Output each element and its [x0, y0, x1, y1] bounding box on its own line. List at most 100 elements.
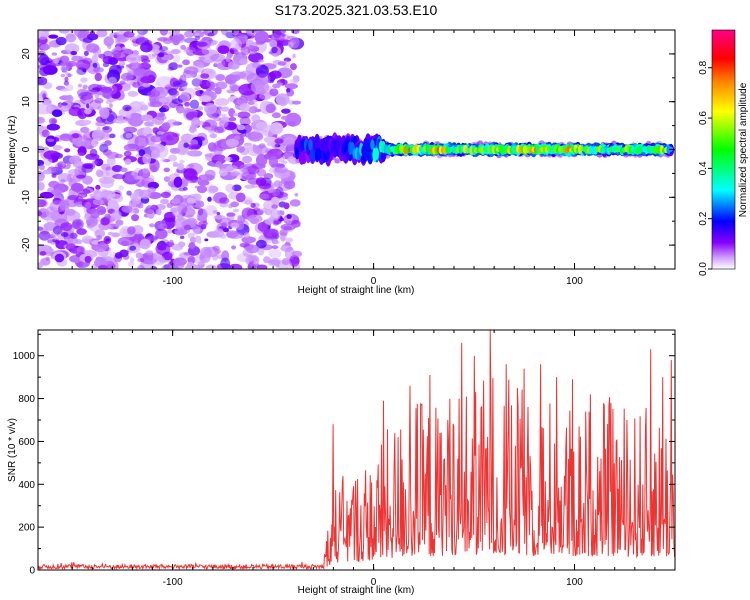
- spectrogram-noise-blob: [195, 136, 205, 142]
- spectrogram-noise-blob: [60, 87, 69, 92]
- spectrogram-noise-blob: [160, 198, 169, 205]
- snr-ytick-label: 200: [18, 523, 35, 534]
- spectrogram-noise-blob: [167, 228, 173, 234]
- spectrogram-noise-blob: [206, 184, 217, 194]
- spectrogram-noise-blob: [99, 107, 110, 119]
- spectrogram-noise-blob: [165, 96, 174, 103]
- spectrogram-noise-blob: [268, 249, 282, 258]
- spectrogram-noise-blob: [91, 139, 99, 147]
- chart-title: S173.2025.321.03.53.E10: [275, 2, 438, 18]
- spectrogram-noise-blob: [154, 82, 160, 88]
- spectrogram-noise-blob: [121, 46, 127, 51]
- spectrogram-noise-blob: [173, 80, 188, 88]
- spectrogram-noise-blob: [225, 55, 231, 63]
- spectrogram-noise-blob: [247, 214, 263, 223]
- spectrogram-noise-blob: [60, 179, 66, 183]
- spectrogram-noise-blob: [173, 257, 187, 266]
- spectrogram-noise-blob: [82, 175, 93, 185]
- spectrogram-noise-blob: [65, 33, 77, 43]
- spectrogram-noise-blob: [214, 98, 230, 106]
- spectrogram-noise-blob: [251, 62, 262, 69]
- spectrogram-noise-blob: [191, 117, 201, 128]
- spectrogram-noise-blob: [156, 208, 162, 216]
- spectrogram-noise-blob: [145, 250, 154, 256]
- spectrogram-noise-blob: [255, 239, 267, 249]
- spectrogram-noise-blob: [38, 199, 47, 208]
- spectrogram-noise-blob: [267, 188, 274, 194]
- spectrogram-noise-blob: [171, 243, 184, 251]
- spectrogram-noise-blob: [77, 83, 83, 88]
- spectrogram-noise-blob: [168, 62, 179, 71]
- spectrogram-noise-blob: [282, 137, 298, 146]
- spectrogram-noise-blob: [172, 161, 179, 168]
- spectrogram-noise-blob: [51, 118, 57, 124]
- spectrogram-noise-blob: [186, 261, 194, 268]
- spectrogram-noise-blob: [55, 36, 67, 46]
- colorbar-tick-label: 0.6: [698, 111, 709, 125]
- spectrogram-noise-blob: [57, 102, 71, 112]
- spectrogram-noise-blob: [144, 39, 153, 46]
- spectrogram-noise-blob: [147, 187, 157, 193]
- spectrogram-noise-blob: [159, 30, 169, 36]
- spectrogram-ytick-label: 20: [21, 48, 32, 60]
- spectrogram-noise-blob: [70, 182, 84, 192]
- spectrogram-noise-blob: [54, 253, 65, 263]
- spectrogram-noise-blob: [200, 73, 210, 79]
- spectrogram-noise-blob: [237, 111, 251, 119]
- spectrogram-noise-blob: [106, 157, 116, 166]
- spectrogram-noise-blob: [65, 243, 77, 252]
- spectrogram-noise-blob: [236, 253, 251, 263]
- spectrogram-noise-blob: [269, 88, 279, 97]
- spectrogram-noise-blob: [51, 109, 63, 117]
- spectrogram-noise-blob: [46, 138, 55, 142]
- spectrogram-noise-blob: [84, 108, 92, 115]
- spectrogram-noise-blob: [115, 223, 121, 228]
- spectrogram-noise-blob: [91, 54, 99, 64]
- spectrogram-noise-blob: [253, 261, 259, 265]
- spectrogram-noise-blob: [204, 238, 209, 242]
- spectrogram-noise-blob: [270, 209, 281, 221]
- spectrogram-noise-blob: [258, 93, 271, 100]
- spectrogram-xtick-label: 100: [566, 276, 583, 287]
- spectrogram-noise-blob: [217, 45, 230, 54]
- spectrogram-noise-blob: [224, 156, 233, 162]
- spectrogram-noise-blob: [109, 103, 113, 108]
- spectrogram-noise-blob: [57, 161, 67, 170]
- spectrogram-noise-blob: [197, 179, 210, 186]
- spectrogram-noise-blob: [179, 202, 187, 208]
- spectrogram-noise-blob: [163, 167, 170, 173]
- spectrogram-noise-blob: [124, 158, 132, 165]
- spectrogram-noise-blob: [111, 210, 122, 221]
- spectrogram-noise-blob: [81, 235, 94, 244]
- spectrogram-noise-blob: [82, 37, 94, 43]
- spectrogram-noise-blob: [243, 232, 250, 239]
- spectrogram-noise-blob: [291, 30, 300, 35]
- spectrogram-noise-blob: [130, 171, 136, 176]
- spectrogram-noise-blob: [112, 174, 126, 180]
- spectrogram-noise-blob: [139, 238, 151, 250]
- spectrogram-noise-blob: [77, 152, 85, 157]
- spectrogram-noise-blob: [105, 99, 113, 105]
- spectrogram-noise-blob: [123, 126, 138, 133]
- spectrogram-noise-blob: [237, 235, 243, 239]
- spectrogram-noise-blob: [239, 103, 251, 112]
- spectrogram-noise-blob: [161, 122, 171, 130]
- spectrogram-noise-blob: [128, 62, 142, 71]
- spectrogram-noise-blob: [216, 212, 221, 216]
- spectrogram-noise-blob: [180, 235, 185, 239]
- spectrogram-noise-blob: [289, 78, 298, 85]
- spectrogram-noise-blob: [286, 88, 295, 97]
- spectrogram-noise-blob: [175, 145, 189, 156]
- spectrogram-noise-blob: [60, 133, 71, 139]
- spectrogram-noise-blob: [294, 193, 299, 197]
- spectrogram-noise-blob: [148, 175, 155, 183]
- spectrogram-noise-blob: [210, 40, 219, 45]
- spectrogram-noise-blob: [227, 123, 237, 130]
- spectrogram-noise-blob: [274, 144, 281, 148]
- spectrogram-noise-blob: [126, 80, 134, 85]
- spectrogram-noise-blob: [107, 57, 118, 65]
- spectrogram-noise-blob: [125, 64, 133, 68]
- snr-ytick-label: 1000: [13, 351, 36, 362]
- spectrogram-noise-blob: [264, 218, 274, 225]
